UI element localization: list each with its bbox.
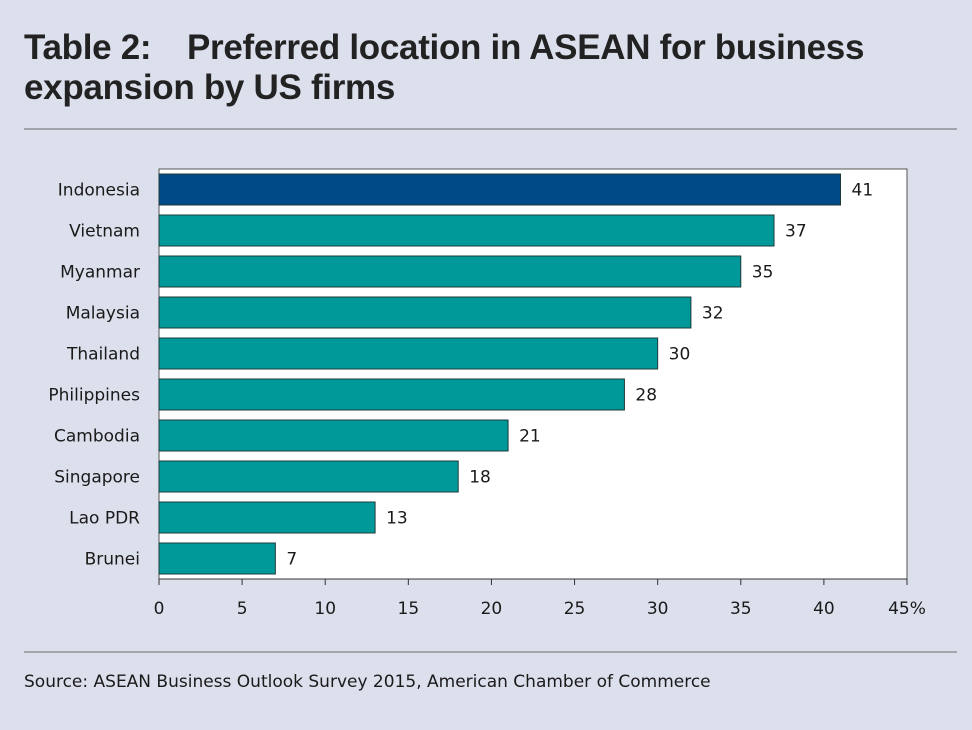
x-tick-label-0: 0 — [154, 599, 165, 619]
x-tick-label-25: 25 — [564, 599, 586, 619]
x-tick-label-30: 30 — [647, 599, 669, 619]
category-label-thailand: Thailand — [66, 345, 140, 365]
bar-chart: Indonesia Vietnam Myanmar Malaysia Thailand P… — [48, 168, 926, 619]
category-label-philippines: Philippines — [48, 386, 140, 406]
bar-brunei — [158, 542, 276, 575]
category-label-myanmar: Myanmar — [60, 263, 140, 283]
category-labels: Indonesia Vietnam Myanmar Malaysia Thailand P… — [48, 181, 140, 570]
value-label-lao-pdr: 13 — [386, 509, 408, 529]
category-label-singapore: Singapore — [54, 468, 140, 488]
x-tick-label-20: 20 — [481, 599, 503, 619]
value-label-thailand: 30 — [669, 345, 691, 365]
value-label-indonesia: 41 — [852, 181, 874, 201]
value-label-philippines: 28 — [635, 386, 657, 406]
category-label-cambodia: Cambodia — [54, 427, 140, 447]
chart-title: Table 2: Preferred location in ASEAN for … — [24, 28, 954, 108]
title-text: Preferred location in ASEAN for business… — [24, 28, 865, 107]
bar-philippines — [158, 378, 625, 411]
value-label-vietnam: 37 — [785, 222, 807, 242]
bar-singapore — [158, 460, 459, 493]
x-tick-label-40: 40 — [813, 599, 835, 619]
category-label-lao-pdr: Lao PDR — [69, 509, 140, 529]
bar-thailand — [158, 337, 659, 370]
x-tick-label-5: 5 — [237, 599, 248, 619]
category-label-indonesia: Indonesia — [58, 181, 140, 201]
value-label-cambodia: 21 — [519, 427, 541, 447]
source-note: Source: ASEAN Business Outlook Survey 20… — [24, 672, 711, 692]
value-labels: 41 37 35 32 30 28 21 18 13 7 — [286, 181, 873, 570]
x-tick-label-45: 45% — [888, 599, 926, 619]
value-label-singapore: 18 — [469, 468, 491, 488]
bar-vietnam — [158, 214, 775, 247]
bar-lao-pdr — [158, 501, 376, 534]
category-label-vietnam: Vietnam — [69, 222, 140, 242]
top-divider — [24, 128, 957, 130]
title-number: Table 2: — [24, 28, 152, 67]
x-ticks: 0 5 10 15 20 25 30 35 40 45% — [154, 579, 926, 619]
bar-myanmar — [158, 255, 742, 288]
bars-group — [158, 173, 842, 575]
bar-indonesia — [158, 173, 842, 206]
bar-cambodia — [158, 419, 509, 452]
value-label-malaysia: 32 — [702, 304, 724, 324]
x-tick-label-35: 35 — [730, 599, 752, 619]
x-tick-label-10: 10 — [314, 599, 336, 619]
value-label-brunei: 7 — [286, 550, 297, 570]
category-label-brunei: Brunei — [85, 550, 140, 570]
bottom-divider — [24, 651, 957, 653]
value-label-myanmar: 35 — [752, 263, 774, 283]
category-label-malaysia: Malaysia — [66, 304, 140, 324]
bar-malaysia — [158, 296, 692, 329]
x-tick-label-15: 15 — [398, 599, 420, 619]
